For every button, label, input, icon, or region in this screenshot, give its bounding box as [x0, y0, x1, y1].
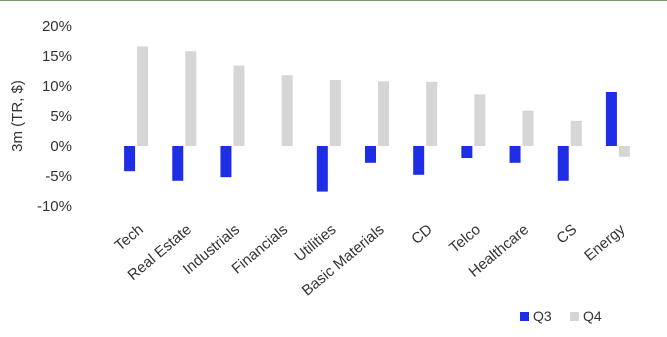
bar-q4	[281, 75, 293, 146]
bar-q4	[378, 81, 389, 146]
category-label: Tech	[111, 221, 146, 254]
bars	[124, 46, 630, 192]
bar-q3	[172, 146, 184, 181]
legend: Q3 Q4	[520, 308, 602, 324]
category-label: Energy	[581, 221, 629, 265]
bar-q3	[220, 146, 232, 178]
bar-q3	[365, 146, 376, 163]
y-tick-labels: 20% 15% 10% 5% 0% -5% -10%	[37, 18, 72, 215]
bar-q3	[316, 146, 328, 192]
bar-q4	[618, 146, 630, 157]
legend-swatch	[520, 312, 529, 321]
y-tick-label: 15%	[42, 48, 72, 65]
category-label: CD	[408, 221, 436, 248]
bar-q4	[474, 94, 486, 146]
category-label: Telco	[446, 221, 484, 257]
bar-q3	[557, 146, 569, 181]
y-tick-label: -5%	[45, 168, 72, 185]
bar-q4	[185, 51, 197, 147]
y-tick-label: 10%	[42, 78, 72, 95]
category-label: Basic Materials	[299, 221, 388, 299]
bar-q3	[461, 146, 473, 158]
y-tick-label: 20%	[42, 18, 72, 35]
bar-q3	[509, 146, 521, 163]
bar-q3	[605, 92, 617, 146]
legend-swatch	[570, 312, 579, 321]
bar-q4	[137, 46, 149, 146]
legend-label: Q4	[583, 308, 602, 324]
bar-q4	[570, 120, 582, 146]
y-tick-label: 5%	[50, 108, 72, 125]
bar-q4	[522, 110, 534, 146]
y-tick-label: -10%	[37, 198, 72, 215]
bar-q4	[329, 80, 341, 146]
legend-label: Q3	[533, 308, 552, 324]
y-tick-label: 0%	[50, 138, 72, 155]
category-label: CS	[553, 221, 580, 247]
bar-q3	[124, 146, 136, 172]
y-axis-title: 3m (TR, $)	[9, 80, 26, 152]
bar-q4	[426, 81, 438, 146]
bar-q4	[233, 65, 245, 146]
bar-q3	[413, 146, 425, 175]
